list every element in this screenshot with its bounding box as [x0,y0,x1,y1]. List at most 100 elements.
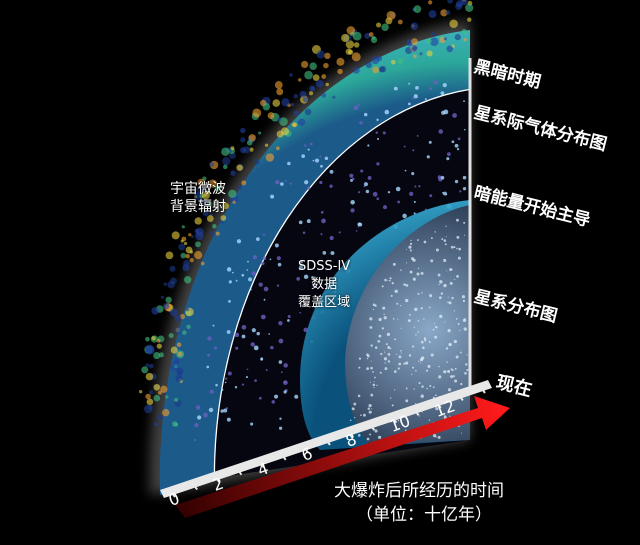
cmb-spot [351,52,361,62]
galaxy-point [366,367,370,371]
cmb-spot [232,200,236,204]
galaxy-point [463,221,466,224]
galaxy-point [456,247,458,250]
galaxy-point [405,284,409,287]
gas-point [367,144,370,147]
galaxy-point [360,414,362,417]
galaxy-point [437,435,441,439]
galaxy-point [369,433,372,436]
cmb-spot [185,253,190,259]
gas-point [462,186,467,191]
galaxy-point [438,283,440,286]
gas-point [304,180,309,185]
cmb-spot [467,17,472,22]
galaxy-point [381,285,384,288]
galaxy-point [456,274,459,278]
gas-point [350,200,355,205]
cmb-spot [169,308,178,317]
gas-point [279,417,282,420]
galaxy-point [460,432,462,434]
gas-point [418,185,421,188]
axis-tick [279,452,287,461]
cmb-spot [183,275,192,284]
cmb-spot [153,352,161,360]
gas-point [429,87,433,91]
cmb-spot [252,108,262,118]
gas-point [338,231,341,234]
cmb-spot [280,127,289,136]
gas-point [275,179,280,185]
cmb-spot [293,93,299,99]
galaxy-point [405,262,408,264]
gas-point [306,219,311,224]
galaxy-point [449,415,451,417]
galaxy-point [368,410,372,414]
galaxy-point [417,320,420,322]
cmb-spot [177,351,183,357]
galaxy-point [417,267,420,270]
galaxy-point [384,367,388,370]
galaxy-point [413,326,416,328]
cmb-spot [290,102,295,107]
gas-point [367,176,372,180]
cmb-spot [141,366,149,374]
axis-tick [390,415,398,424]
galaxy-point [417,292,420,295]
axis-tick [169,489,176,498]
gas-point [250,288,252,291]
galaxy-point [418,382,421,385]
cmb-spot [301,60,309,69]
gas-point [387,191,391,194]
galaxy-point [363,413,366,417]
cmb-spot [171,231,180,240]
galaxy-point [374,346,378,349]
gas-point [365,189,370,194]
galaxy-point [357,433,361,437]
cmb-spot [465,3,474,12]
gas-point [251,271,256,276]
galaxy-point [397,367,400,370]
cmb-spot [276,117,281,122]
label-sdss-line1: SDSS-IV [298,259,351,274]
gas-point [349,173,354,178]
cmb-spot [316,50,325,59]
cmb-spot [376,22,382,28]
cmb-spot [289,73,293,77]
galaxy-point [456,235,460,239]
galaxy-point [443,283,447,288]
galaxy-point [415,402,417,405]
label-cmb-line2: 背景辐射 [170,199,226,215]
cmb-spot [208,179,218,188]
galaxy-point [428,306,431,309]
galaxy-point [372,383,376,387]
galaxy-point [445,347,449,350]
axis-tick [412,407,420,416]
galaxy-point [381,327,384,330]
gas-point [303,327,308,333]
galaxy-point [414,307,418,312]
galaxy-point [369,317,373,321]
cmb-spot [365,61,373,69]
cmb-spot [165,395,169,399]
gas-point [250,342,255,347]
gas-point [236,239,242,244]
gas-point [446,152,451,157]
gas-point [463,128,466,131]
galaxy-point [428,419,431,421]
gas-point [265,369,268,372]
cmb-spot [188,233,192,237]
galaxy-point [404,429,407,432]
galaxy-point [410,239,412,242]
cmb-spot [170,277,177,285]
cmb-spot [162,302,170,310]
gas-point [359,120,363,125]
galaxy-point [438,375,442,379]
cmb-spot [426,38,432,44]
galaxy-point [385,343,388,346]
cmb-spot [460,0,468,6]
gas-point [241,273,245,277]
galaxy-point [439,296,442,299]
galaxy-point [461,295,466,299]
galaxy-point [353,402,357,406]
cmb-spot [222,202,229,210]
